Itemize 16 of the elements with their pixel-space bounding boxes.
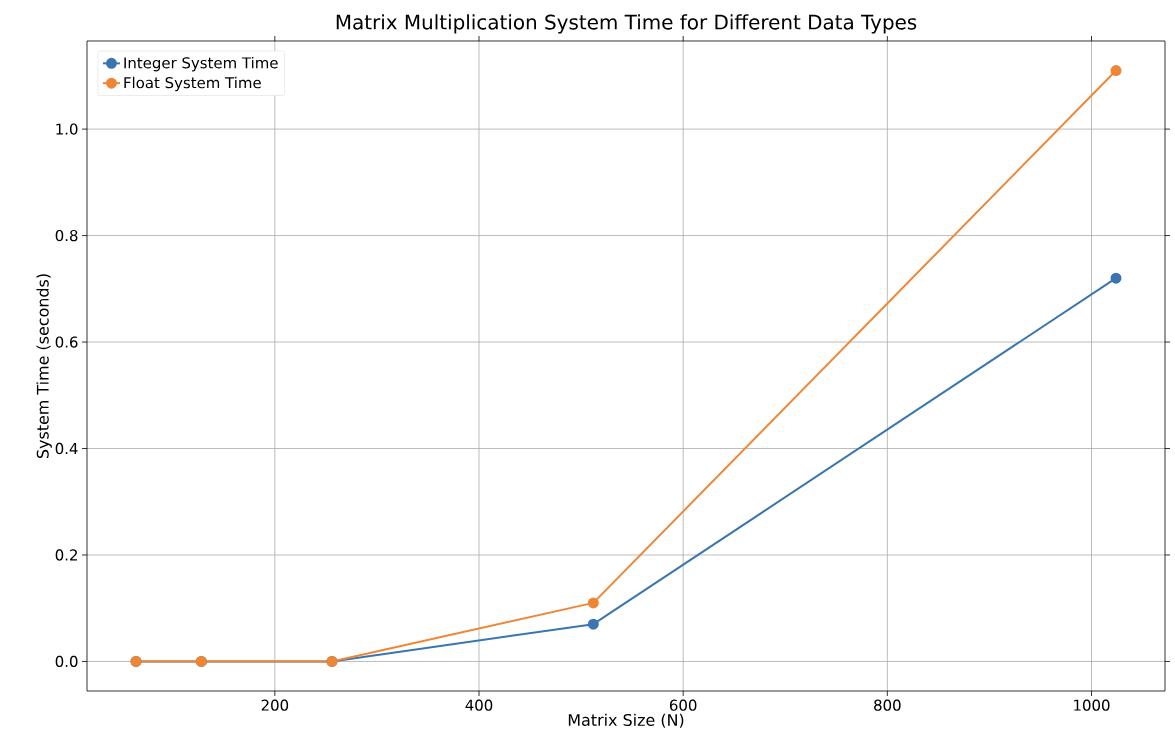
x-tick-label: 800 bbox=[874, 699, 901, 711]
y-tick-label: 0.0 bbox=[55, 655, 78, 668]
y-tick-label: 0.4 bbox=[55, 442, 78, 455]
legend-label: Float System Time bbox=[124, 76, 261, 92]
y-tick-label: 0.2 bbox=[55, 549, 77, 561]
x-tick-label: 400 bbox=[465, 699, 493, 711]
y-tick-label: 1.0 bbox=[56, 123, 78, 135]
x-tick-label: 600 bbox=[669, 699, 697, 711]
x-tick-label: 1000 bbox=[1074, 699, 1110, 711]
legend-label: Integer System Time bbox=[124, 56, 278, 72]
y-axis-title: System Time (seconds) bbox=[36, 274, 52, 459]
y-tick-label: 0.8 bbox=[55, 229, 78, 242]
x-axis-title: Matrix Size (N) bbox=[568, 713, 684, 728]
x-tick-label: 200 bbox=[261, 699, 289, 711]
chart-title: Matrix Multiplication System Time for Different Data Types bbox=[336, 14, 917, 34]
y-tick-label: 0.6 bbox=[55, 336, 78, 348]
